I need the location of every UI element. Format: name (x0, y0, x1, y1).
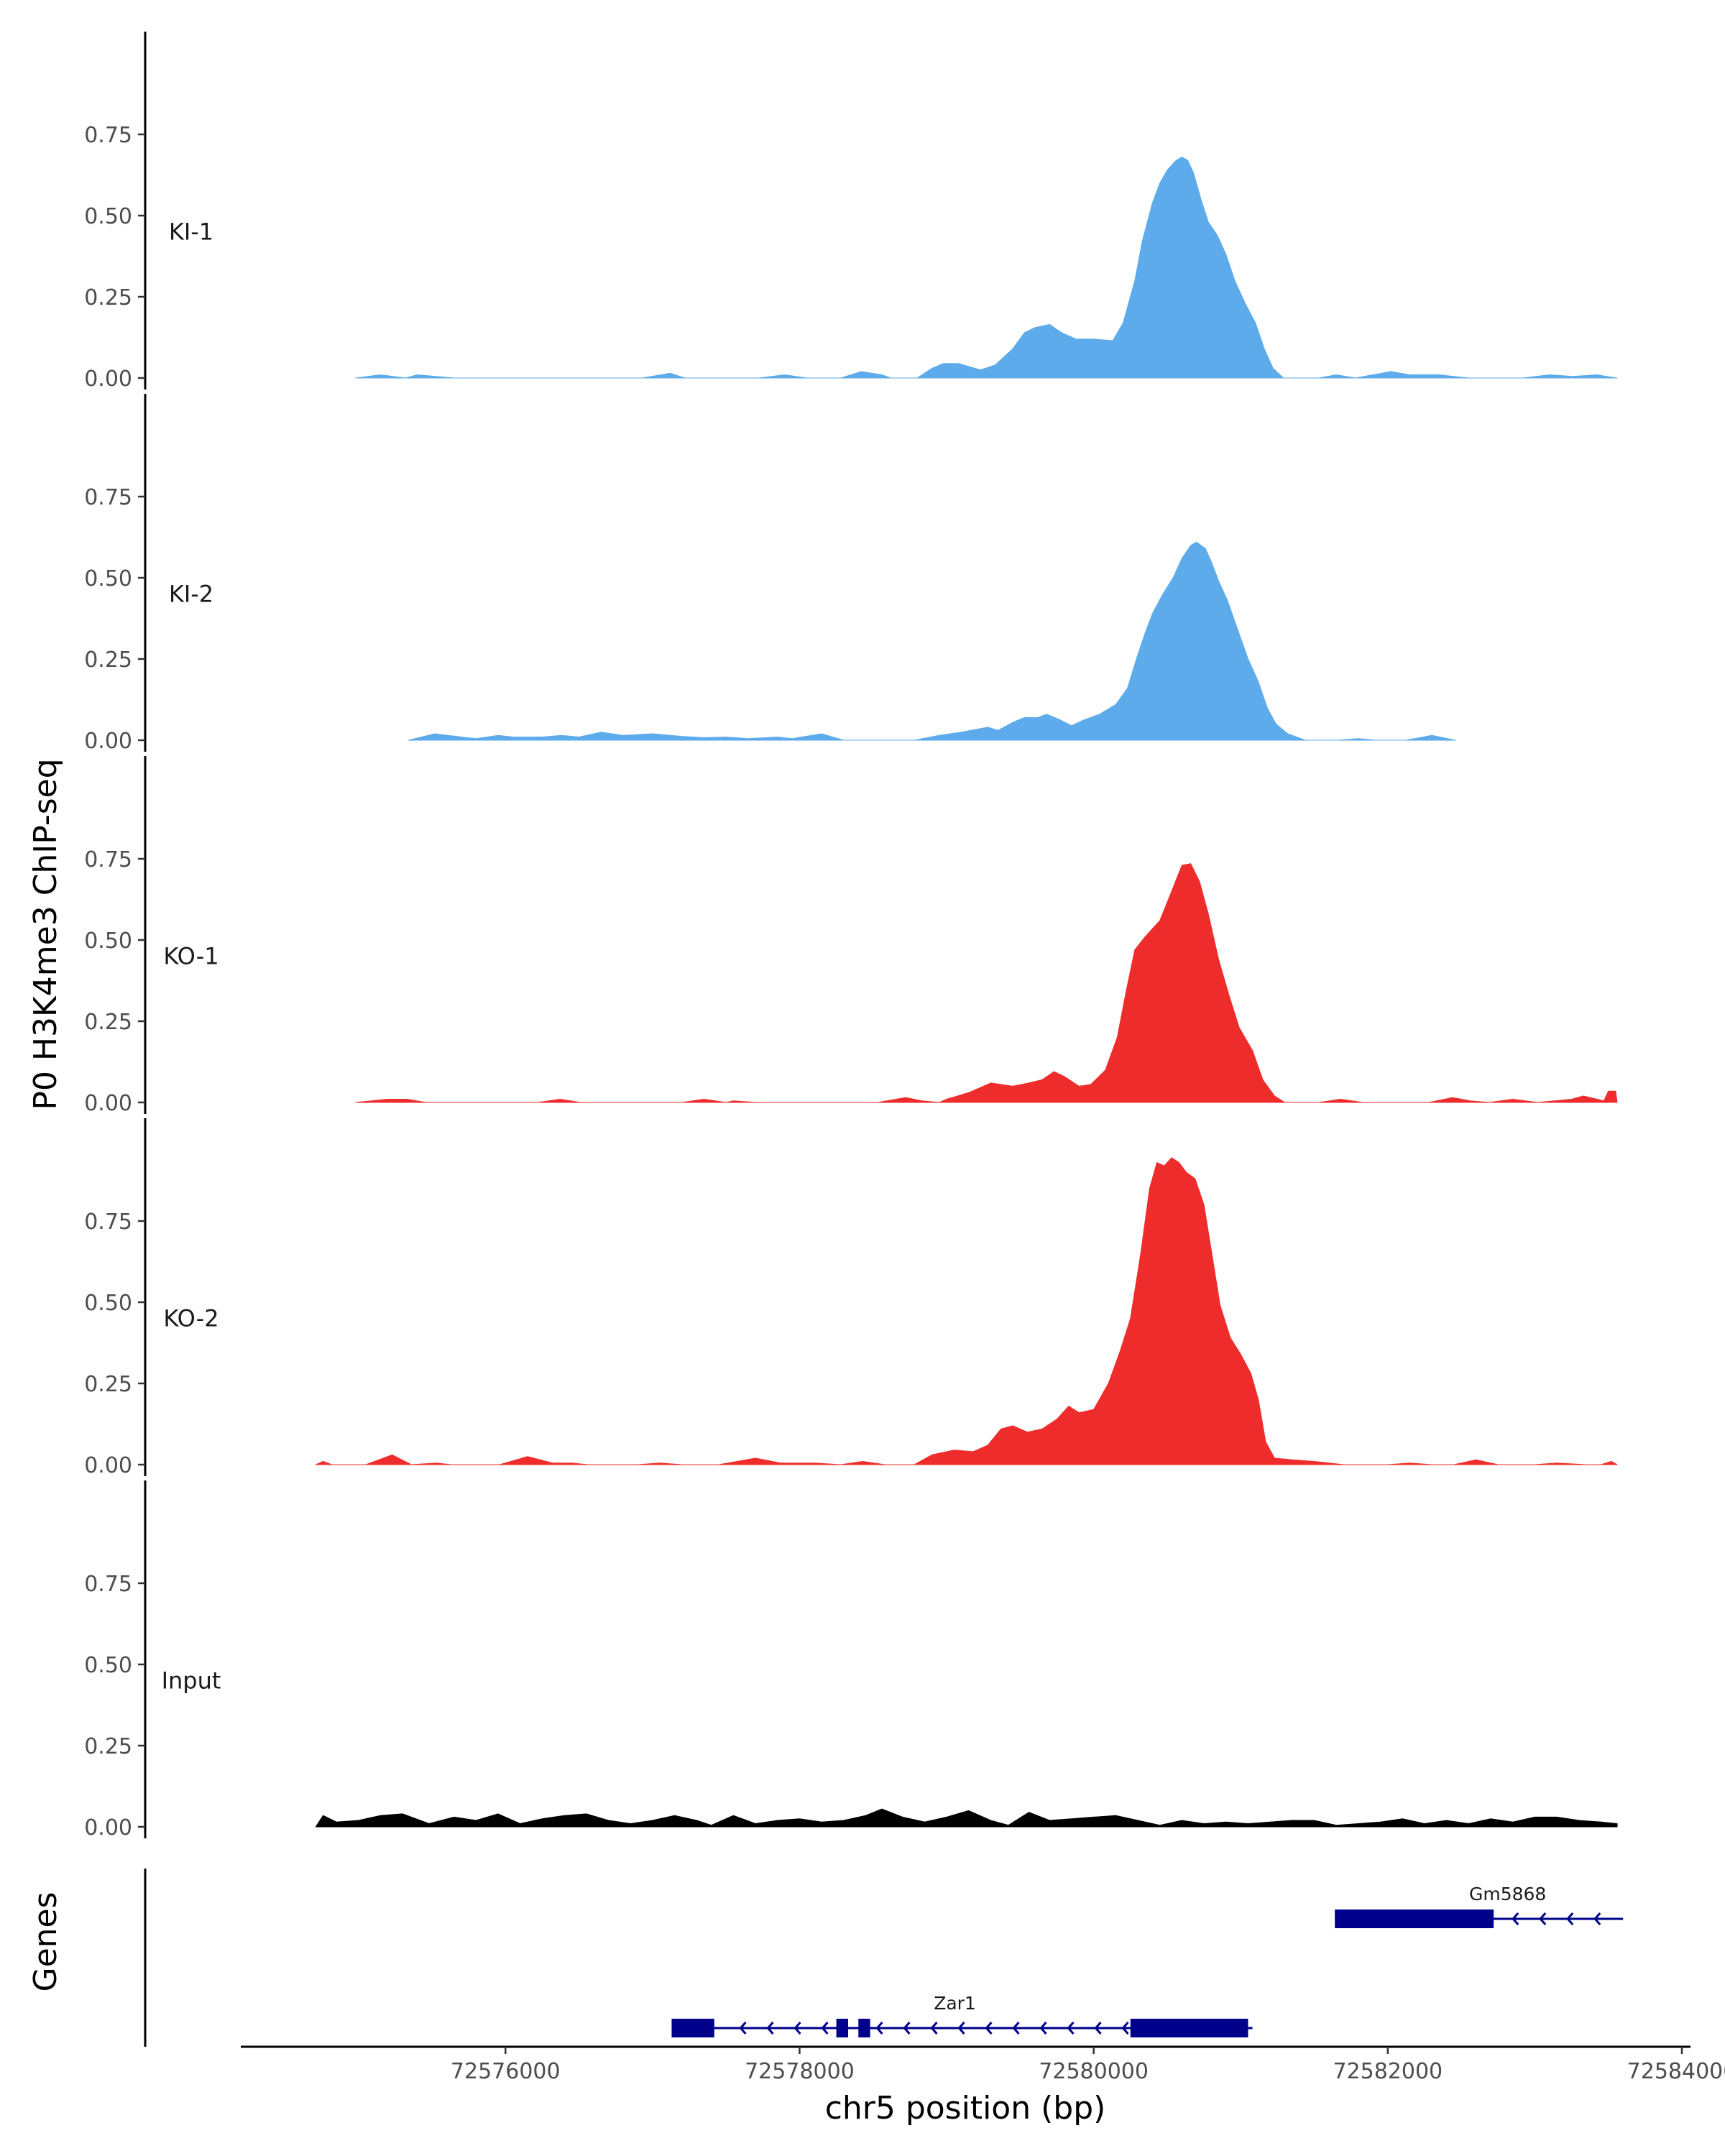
x-tick-label: 72576000 (451, 2059, 561, 2084)
strand-chevron (1593, 1912, 1601, 1925)
y-axis-title: P0 H3K4me3 ChIP-seq (27, 758, 64, 1110)
track-label-ko-2: KO-2 (163, 1305, 218, 1332)
strand-chevron (1039, 2022, 1047, 2035)
strand-chevron (1012, 2022, 1020, 2035)
track-ko-1: 0.00 0.25 0.50 0.75 KO-1 (84, 756, 1618, 1116)
strand-chevron (1566, 1912, 1574, 1925)
track-ko-2: 0.00 0.25 0.50 0.75 KO-2 (84, 1118, 1618, 1478)
y-tick-label: 0.00 (84, 1815, 132, 1841)
strand-chevron (985, 2022, 993, 2035)
track-label-ko-1: KO-1 (163, 943, 218, 970)
strand-chevron (1539, 1912, 1547, 1925)
y-tick-label: 0.25 (84, 1734, 132, 1759)
strand-chevron (930, 2022, 938, 2035)
x-axis: 72576000 72578000 72580000 72582000 72584000 (241, 2045, 1725, 2084)
gene-exon (671, 2019, 714, 2037)
coverage-tracks: 0.00 0.25 0.50 0.75 KI-1 0.00 0.25 0.50 0.75 KI-2… (84, 32, 1618, 1841)
y-tick-label: 0.25 (84, 1010, 132, 1035)
coverage-area-ko-2 (315, 1157, 1618, 1465)
y-tick-label: 0.75 (84, 1572, 132, 1597)
y-tick-label: 0.75 (84, 847, 132, 872)
track-label-ki-2: KI-2 (169, 581, 213, 608)
strand-chevron (821, 2022, 829, 2035)
x-tick-label: 72584000 (1627, 2059, 1725, 2084)
coverage-area-ko-1 (355, 863, 1618, 1103)
y-tick-label: 0.50 (84, 1291, 132, 1316)
strand-chevron (1512, 1912, 1519, 1925)
gene-gm5868: Gm5868 (1335, 1884, 1624, 1928)
x-axis-title: chr5 position (bp) (825, 2090, 1106, 2127)
track-label-ki-1: KI-1 (169, 218, 213, 246)
y-tick-label: 0.25 (84, 285, 132, 310)
track-input: 0.00 0.25 0.50 0.75 Input (84, 1480, 1618, 1841)
strand-chevron (957, 2022, 965, 2035)
y-tick-label: 0.00 (84, 367, 132, 392)
coverage-area-ki-1 (355, 157, 1618, 379)
y-tick-label: 0.75 (84, 1210, 132, 1235)
x-tick-label: 72582000 (1333, 2059, 1443, 2084)
strand-chevron (875, 2022, 883, 2035)
y-tick-label: 0.25 (84, 1372, 132, 1397)
gene-zar1: Zar1 (671, 1993, 1253, 2037)
track-label-input: Input (162, 1667, 221, 1695)
strand-chevron (1121, 2022, 1129, 2035)
coverage-area-input (315, 1808, 1618, 1828)
strand-chevron (739, 2022, 747, 2035)
y-tick-label: 0.25 (84, 648, 132, 673)
gene-exon (1335, 1909, 1494, 1928)
strand-chevron (1067, 2022, 1075, 2035)
strand-chevron (794, 2022, 801, 2035)
y-tick-label: 0.50 (84, 1653, 132, 1678)
strand-chevron (766, 2022, 774, 2035)
track-ki-1: 0.00 0.25 0.50 0.75 KI-1 (84, 32, 1618, 392)
y-tick-label: 0.50 (84, 566, 132, 591)
gene-exon (858, 2019, 870, 2037)
x-tick-label: 72580000 (1039, 2059, 1149, 2084)
gene-label-gm5868: Gm5868 (1469, 1884, 1546, 1904)
y-tick-label: 0.00 (84, 1453, 132, 1478)
genes-axis-title: Genes (27, 1892, 64, 1991)
strand-chevron (903, 2022, 911, 2035)
y-tick-label: 0.75 (84, 123, 132, 148)
strand-chevron (1094, 2022, 1102, 2035)
y-tick-label: 0.50 (84, 929, 132, 954)
y-tick-label: 0.75 (84, 485, 132, 510)
y-tick-label: 0.00 (84, 729, 132, 754)
coverage-area-ki-2 (408, 541, 1456, 741)
x-tick-label: 72578000 (745, 2059, 855, 2084)
gene-exon (836, 2019, 848, 2037)
gene-exon (1130, 2019, 1248, 2037)
gene-annotation-track: Zar1 Gm5868 (144, 1869, 1624, 2047)
y-tick-label: 0.00 (84, 1091, 132, 1116)
y-tick-label: 0.50 (84, 204, 132, 229)
track-ki-2: 0.00 0.25 0.50 0.75 KI-2 (84, 394, 1456, 754)
gene-label-zar1: Zar1 (934, 1993, 976, 2014)
